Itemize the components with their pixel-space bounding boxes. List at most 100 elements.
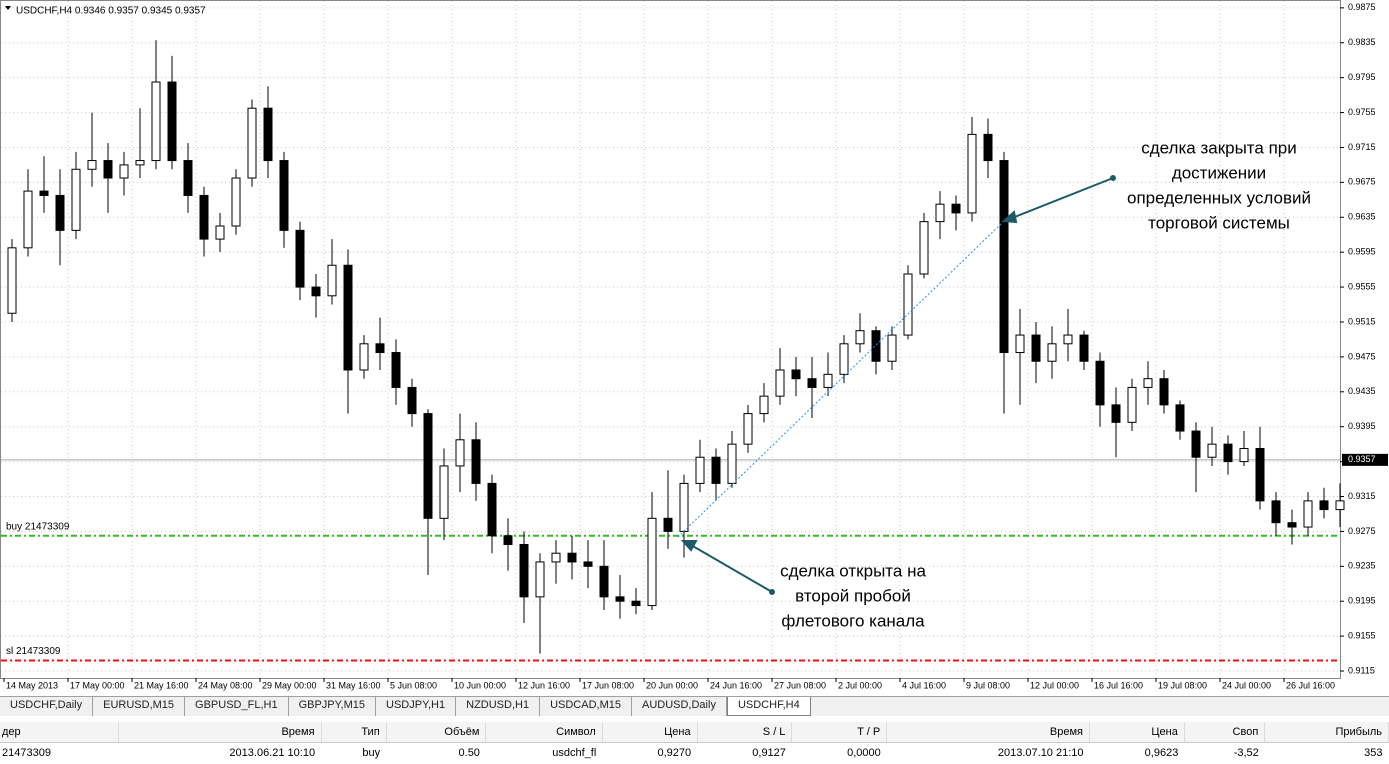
candle-body	[1319, 500, 1329, 511]
x-tick-label: 24 Jul 00:00	[1222, 680, 1271, 690]
candle-body	[1047, 343, 1057, 362]
annotation: достижении	[1172, 163, 1266, 182]
candle-body	[855, 330, 865, 345]
candle-body	[1143, 378, 1153, 388]
candle-body	[775, 369, 785, 397]
column-header[interactable]: Время	[118, 722, 322, 743]
table-cell: 353	[1364, 747, 1383, 759]
column-header[interactable]: S / L	[697, 722, 793, 743]
candle-body	[759, 395, 769, 415]
x-tick-label: 4 Jul 16:00	[902, 680, 946, 690]
tab[interactable]: NZDUSD,H1	[456, 697, 541, 716]
y-tick-label: 0.9515	[1348, 316, 1376, 326]
candle-body	[1095, 360, 1105, 406]
candle-body	[567, 552, 577, 563]
arrows	[680, 175, 1116, 595]
candle-body	[455, 439, 465, 467]
tab[interactable]: USDCHF,Daily	[0, 697, 94, 716]
column-header[interactable]: Тип	[321, 722, 387, 743]
x-tick-label: 14 May 2013	[6, 680, 58, 690]
column-header[interactable]: дер	[0, 722, 119, 743]
x-tick-label: 9 Jul 08:00	[966, 680, 1010, 690]
table-row[interactable]: 21473309 2013.06.21 10:10 buy 0.50 usdchf_fl…	[0, 743, 1389, 764]
candle-body	[631, 600, 641, 607]
candle-body	[807, 378, 817, 388]
y-tick-label: 0.9875	[1348, 2, 1376, 12]
y-tick-label: 0.9275	[1348, 526, 1376, 536]
chart: buy 21473309 sl 21473309 USDCHF,H4 0.9346…	[0, 0, 1388, 690]
level-label: buy 21473309	[6, 521, 70, 532]
tab[interactable]: EURUSD,M15	[93, 697, 186, 716]
x-tick-label: 17 May 00:00	[70, 680, 125, 690]
annotation: второй пробой	[795, 586, 911, 605]
candle-body	[711, 456, 721, 484]
column-header[interactable]: Цена	[602, 722, 698, 743]
tab[interactable]: USDCAD,M15	[540, 697, 632, 716]
tab[interactable]: USDCHF,H4	[726, 697, 811, 716]
y-tick-label: 0.9395	[1348, 421, 1376, 431]
candle-body	[1239, 448, 1249, 463]
menu-triangle[interactable]	[5, 6, 11, 10]
x-tick-label: 29 May 00:00	[262, 680, 317, 690]
candle-body	[1191, 430, 1201, 458]
candle-body	[87, 160, 97, 170]
candle-body	[231, 177, 241, 227]
candle-body	[247, 107, 257, 179]
tab[interactable]: GBPJPY,M15	[289, 697, 377, 716]
y-tick-label: 0.9715	[1348, 142, 1376, 152]
candle-body	[935, 203, 945, 223]
column-header[interactable]: Прибыль	[1264, 722, 1389, 743]
candle-body	[503, 535, 513, 545]
candle-body	[151, 81, 161, 162]
candle-body	[743, 413, 753, 445]
candle-body	[1175, 404, 1185, 432]
column-header[interactable]: Время	[886, 722, 1091, 743]
candle-body	[295, 229, 305, 288]
candle-body	[375, 343, 385, 354]
column-header[interactable]: Цена	[1089, 722, 1185, 743]
y-tick-label: 0.9315	[1348, 491, 1376, 501]
annotation: флетового канала	[781, 611, 925, 630]
annotation: сделка закрыта при	[1141, 138, 1297, 157]
column-header[interactable]: T / P	[791, 722, 888, 743]
column-header[interactable]: Своп	[1184, 722, 1266, 743]
candle-body	[71, 168, 81, 231]
y-tick-label: 0.9235	[1348, 561, 1376, 571]
candle-body	[951, 203, 961, 214]
y-tick-label: 0.9555	[1348, 281, 1376, 291]
candle-body	[359, 343, 369, 371]
y-tick-label: 0.9115	[1348, 665, 1375, 675]
candle-body	[1287, 522, 1297, 528]
table-cell: 21473309	[2, 747, 51, 759]
candle-body	[1335, 500, 1345, 511]
x-tick-label: 26 Jul 16:00	[1286, 680, 1335, 690]
tab[interactable]: USDJPY,H1	[376, 697, 457, 716]
arrow-tail	[769, 589, 775, 595]
candle-body	[839, 343, 849, 375]
candle-body	[823, 373, 833, 388]
candle-body	[1079, 334, 1089, 362]
candle-body	[215, 225, 225, 240]
y-tick-label: 0.9755	[1348, 107, 1376, 117]
candle-body	[983, 133, 993, 162]
candle-body	[199, 194, 209, 240]
plot-frame	[0, 0, 1341, 679]
y-tick-label: 0.9835	[1348, 37, 1376, 47]
candle-body	[1063, 334, 1073, 345]
column-header[interactable]: Символ	[485, 722, 603, 743]
y-tick-label: 0.9475	[1348, 351, 1376, 361]
candle-body	[279, 160, 289, 231]
tab[interactable]: GBPUSD_FL,H1	[185, 697, 289, 716]
candle-body	[23, 190, 33, 249]
column-header[interactable]: Объём	[386, 722, 487, 743]
candle-body	[695, 456, 705, 484]
candle-body	[967, 133, 977, 214]
tab[interactable]: AUDUSD,Daily	[632, 697, 727, 716]
x-tick-label: 19 Jul 08:00	[1158, 680, 1207, 690]
candle-body	[7, 247, 17, 314]
x-tick-label: 21 May 16:00	[134, 680, 189, 690]
candle-body	[119, 164, 129, 179]
candle-body	[999, 160, 1009, 354]
